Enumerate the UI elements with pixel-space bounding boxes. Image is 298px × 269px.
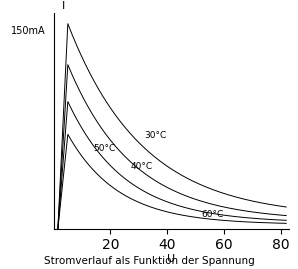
Text: I: I xyxy=(61,1,65,11)
Text: 40°C: 40°C xyxy=(130,162,152,171)
Text: 50°C: 50°C xyxy=(93,144,116,153)
Text: 30°C: 30°C xyxy=(145,132,167,140)
Text: 60°C: 60°C xyxy=(201,210,224,219)
Text: 150mA: 150mA xyxy=(11,26,46,36)
X-axis label: U: U xyxy=(167,254,176,264)
Text: Stromverlauf als Funktion der Spannung: Stromverlauf als Funktion der Spannung xyxy=(44,256,254,266)
